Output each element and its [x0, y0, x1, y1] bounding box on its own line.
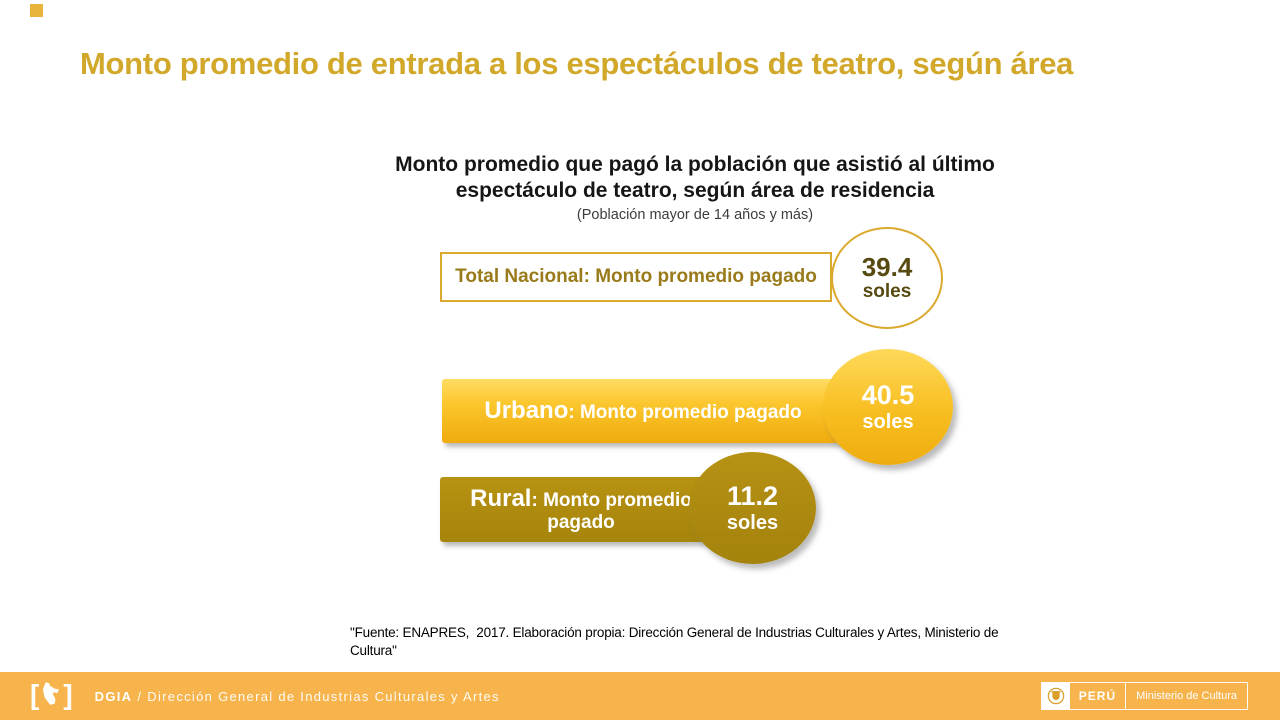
- org-name: Dirección General de Industrias Cultural…: [147, 688, 500, 704]
- chart-subtitle: (Población mayor de 14 años y más): [576, 207, 814, 223]
- value-bubble-rural: 11.2 soles: [689, 452, 816, 564]
- ministry-label: Ministerio de Cultura: [1125, 683, 1247, 709]
- peru-label: PERÚ: [1078, 689, 1117, 703]
- bar-total-nacional: Total Nacional: Monto promedio pagado: [440, 252, 832, 302]
- value-urbano: 40.5: [861, 380, 915, 411]
- bar-rural-label: Rural: Monto promedio pagado: [440, 485, 722, 534]
- source-note: "Fuente: ENAPRES, 2017. Elaboración prop…: [350, 625, 1002, 659]
- bar-rural-category: Rural: [470, 484, 532, 512]
- bar-urbano: Urbano: Monto promedio pagado: [442, 379, 844, 443]
- bar-rural: Rural: Monto promedio pagado: [440, 477, 722, 542]
- dgia-logo: [ ]: [30, 678, 73, 712]
- bar-total-category: Total Nacional: [455, 266, 584, 287]
- bar-urbano-category: Urbano: [484, 397, 569, 424]
- bar-urbano-label: Urbano: Monto promedio pagado: [484, 397, 801, 425]
- chart-title: Monto promedio que pagó la población que…: [395, 153, 995, 203]
- bar-total-label-rest: : Monto promedio pagado: [583, 266, 817, 287]
- org-abbr: DGIA: [94, 688, 133, 704]
- slide-title: Monto promedio de entrada a los espectác…: [80, 46, 1074, 81]
- value-bubble-total-nacional: 39.4 soles: [831, 227, 943, 329]
- bracket-left: [: [30, 678, 40, 710]
- bar-urbano-label-rest: : Monto promedio pagado: [568, 402, 802, 423]
- bar-total-label: Total Nacional: Monto promedio pagado: [455, 266, 817, 288]
- bar-rural-label-rest: : Monto promedio pagado: [531, 489, 692, 534]
- unit-rural: soles: [726, 511, 779, 534]
- value-total-nacional: 39.4: [861, 252, 913, 283]
- footer-bar: [ ] DGIA / Dirección General de Industrias…: [0, 672, 1280, 720]
- footer-org-text: DGIA / Dirección General de Industrias Cul…: [95, 689, 500, 704]
- unit-urbano: soles: [862, 410, 914, 433]
- corner-accent-square: [30, 4, 43, 17]
- value-bubble-urbano: 40.5 soles: [823, 349, 953, 465]
- peru-ministry-logo: PERÚ Ministerio de Cultura: [1040, 682, 1248, 710]
- peru-coat-of-arms-icon: [1041, 683, 1070, 709]
- org-separator: /: [137, 688, 143, 704]
- unit-total-nacional: soles: [862, 280, 912, 302]
- peru-map-icon: [42, 681, 60, 711]
- bracket-right: ]: [63, 678, 73, 710]
- value-rural: 11.2: [726, 481, 779, 512]
